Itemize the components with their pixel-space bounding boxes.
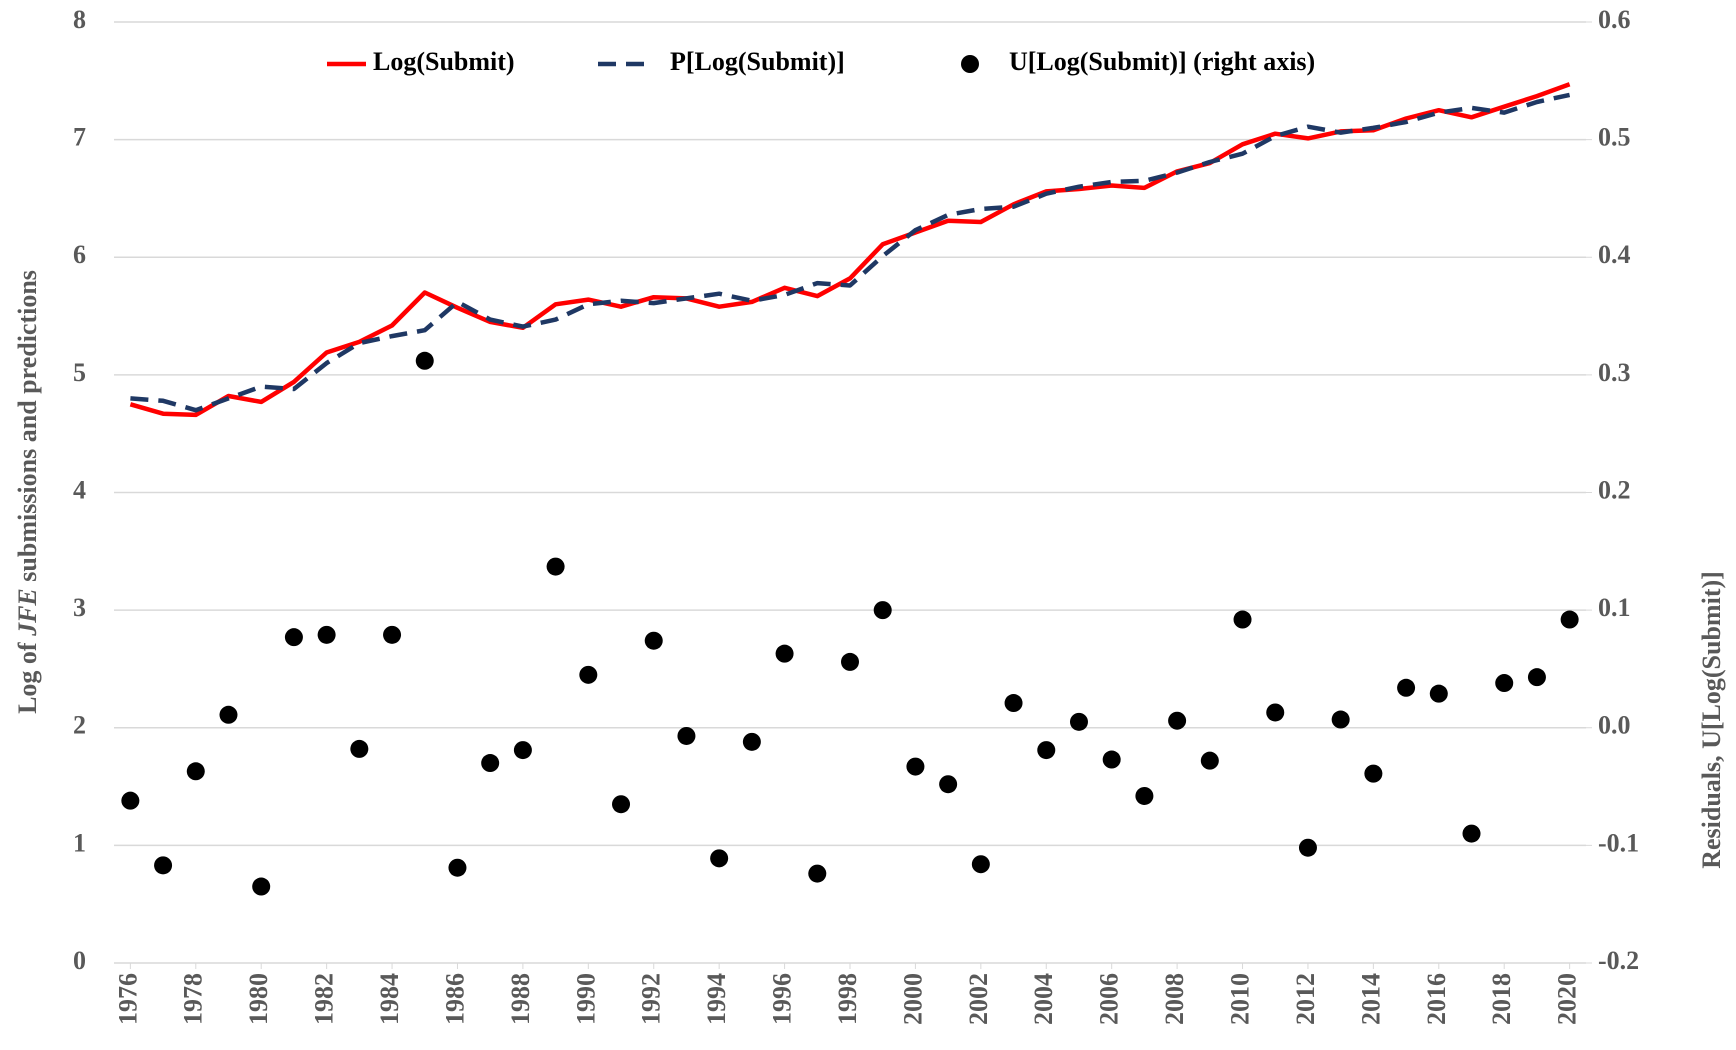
data-point — [481, 754, 500, 773]
data-point — [383, 625, 402, 644]
data-point — [971, 855, 990, 874]
y-tick-label: 0 — [73, 946, 86, 975]
y-tick-label: 7 — [73, 123, 86, 152]
y-tick-label: 3 — [73, 593, 86, 622]
data-point — [677, 726, 696, 745]
y-tick-label: 4 — [73, 475, 86, 504]
y2-tick-label: 0.3 — [1598, 358, 1631, 387]
y-tick-label: 1 — [73, 828, 86, 857]
y-tick-label: 5 — [73, 358, 86, 387]
data-point — [448, 858, 467, 877]
y-title-part: JFE — [13, 588, 42, 637]
data-point — [1560, 610, 1579, 629]
data-point — [317, 625, 336, 644]
data-point — [1298, 838, 1317, 857]
x-tick-label: 2006 — [1095, 973, 1124, 1025]
y-tick-label: 6 — [73, 240, 86, 269]
y-tick-label: 2 — [73, 711, 86, 740]
data-point — [219, 705, 238, 724]
y2-tick-label: 0.6 — [1598, 5, 1631, 34]
x-tick-label: 1984 — [375, 973, 404, 1025]
y2-tick-label: 0.0 — [1598, 711, 1631, 740]
x-tick-label: 1990 — [571, 973, 600, 1025]
x-tick-label: 1976 — [113, 973, 142, 1025]
data-point — [808, 864, 827, 883]
y-tick-label: 8 — [73, 5, 86, 34]
data-point — [1168, 711, 1187, 730]
x-tick-label: 2020 — [1553, 973, 1582, 1025]
data-point — [644, 631, 663, 650]
data-point — [186, 762, 205, 781]
x-tick-label: 2004 — [1029, 973, 1058, 1025]
x-tick-label: 2000 — [898, 973, 927, 1025]
y2-axis-title: Residuals, U[Log(Submit)] — [1697, 571, 1726, 869]
y2-tick-label: 0.1 — [1598, 593, 1631, 622]
data-point — [546, 557, 565, 576]
data-point — [415, 351, 434, 370]
y2-tick-label: 0.2 — [1598, 475, 1631, 504]
y-axis-title: Log of JFE submissions and predictions — [13, 270, 42, 714]
x-tick-label: 1978 — [179, 973, 208, 1025]
data-point — [513, 741, 532, 760]
x-tick-label: 1994 — [702, 973, 731, 1025]
x-tick-label: 2010 — [1226, 973, 1255, 1025]
data-point — [742, 732, 761, 751]
data-point — [1429, 684, 1448, 703]
data-point — [1200, 751, 1219, 770]
data-point — [1331, 710, 1350, 729]
legend-label: P[Log(Submit)] — [670, 47, 845, 76]
data-point — [1037, 741, 1056, 760]
y2-tick-label: -0.1 — [1598, 828, 1639, 857]
data-point — [1266, 703, 1285, 722]
x-tick-label: 2016 — [1422, 973, 1451, 1025]
data-point — [1004, 694, 1023, 713]
y2-tick-label: 0.5 — [1598, 123, 1631, 152]
x-tick-label: 1996 — [768, 973, 797, 1025]
x-tick-label: 2018 — [1487, 973, 1516, 1025]
data-point — [1069, 712, 1088, 731]
data-point — [939, 775, 958, 794]
data-point — [1527, 668, 1546, 687]
data-point — [1397, 678, 1416, 697]
data-point — [873, 601, 892, 620]
data-point — [284, 628, 303, 647]
x-tick-label: 2012 — [1291, 973, 1320, 1025]
x-tick-label: 2008 — [1160, 973, 1189, 1025]
y-title-part: Log of — [13, 636, 42, 714]
data-point — [841, 652, 859, 671]
x-tick-label: 1982 — [310, 973, 339, 1025]
data-point — [121, 791, 140, 810]
x-tick-label: 1986 — [440, 973, 469, 1025]
legend-label: U[Log(Submit)] (right axis) — [1009, 47, 1315, 76]
data-point — [252, 877, 271, 896]
legend-marker — [961, 55, 979, 73]
data-point — [775, 644, 794, 663]
data-point — [1102, 750, 1121, 769]
x-tick-label: 1992 — [637, 973, 666, 1025]
x-tick-label: 1998 — [833, 973, 862, 1025]
legend-label: Log(Submit) — [373, 47, 515, 76]
data-point — [1495, 674, 1514, 693]
x-tick-label: 2014 — [1356, 973, 1385, 1025]
data-point — [612, 795, 631, 814]
data-point — [906, 757, 925, 776]
y-title-part: submissions and predictions — [13, 270, 42, 588]
series-line — [129, 82, 1571, 418]
data-point — [1135, 786, 1154, 805]
y2-tick-label: 0.4 — [1598, 240, 1631, 269]
data-point — [579, 665, 598, 684]
data-point — [154, 856, 173, 875]
data-point — [1364, 764, 1383, 783]
x-tick-label: 1988 — [506, 973, 535, 1025]
data-point — [350, 739, 369, 758]
series-line — [130, 92, 1571, 413]
data-point — [1233, 610, 1252, 629]
data-point — [710, 849, 729, 868]
x-tick-label: 2002 — [964, 973, 993, 1025]
y2-tick-label: -0.2 — [1598, 946, 1639, 975]
x-tick-label: 1980 — [244, 973, 273, 1025]
data-point — [1462, 824, 1481, 843]
